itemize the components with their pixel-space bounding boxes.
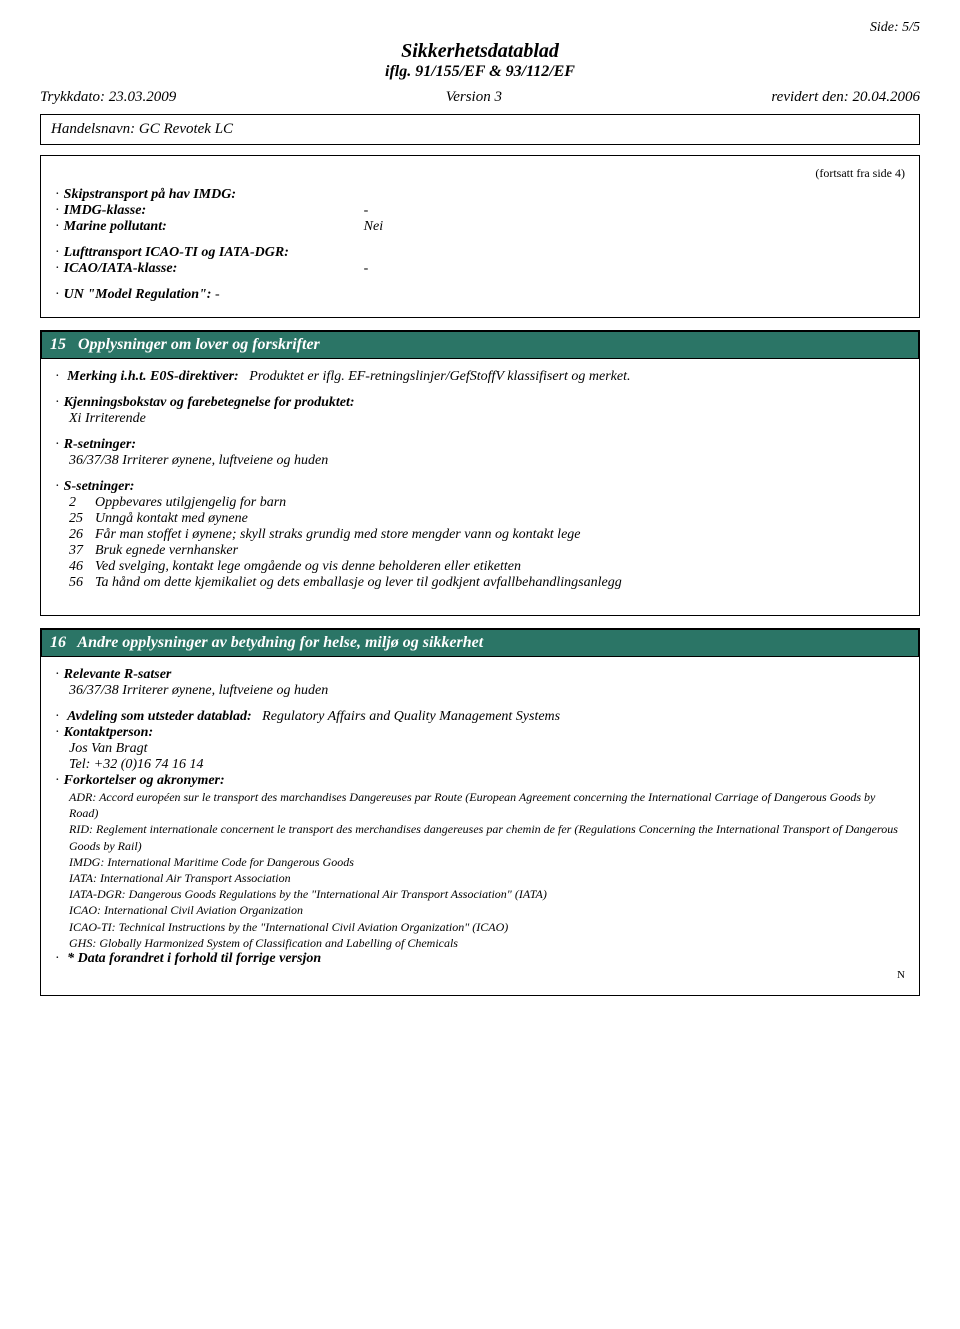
s-phrase-code: 25 (69, 511, 95, 527)
s-phrase-text: Ved svelging, kontakt lege omgående og v… (95, 559, 521, 575)
changed-item: · * Data forandret i forhold til forrige… (55, 951, 905, 967)
abbr-line: ADR: Accord européen sur le transport de… (69, 789, 905, 821)
r-value: 36/37/38 Irriterer øynene, luftveiene og… (55, 453, 905, 469)
abbr-line: ICAO-TI: Technical Instructions by the "… (69, 919, 905, 935)
doc-subtitle: iflg. 91/155/EF & 93/112/EF (40, 63, 920, 81)
revised-label: revidert den: (771, 89, 848, 105)
section-15-title: Opplysninger om lover og forskrifter (78, 336, 320, 353)
kjenning-item: ·Kjenningsbokstav og farebetegnelse for … (55, 395, 905, 427)
merking-value: Produktet er iflg. EF-retningslinjer/Gef… (249, 369, 630, 384)
r-label: R-setninger: (64, 437, 136, 452)
s-phrase-row: 2Oppbevares utilgjengelig for barn (69, 495, 905, 511)
doc-title: Sikkerhetsdatablad (40, 40, 920, 63)
ship-title: Skipstransport på hav IMDG: (64, 187, 236, 203)
page-indicator: Side: 5/5 (40, 20, 920, 36)
air-title: Lufttransport ICAO-TI og IATA-DGR: (64, 245, 289, 261)
s-phrase-code: 37 (69, 543, 95, 559)
section-16-box: 16 Andre opplysninger av betydning for h… (40, 628, 920, 996)
s-phrase-code: 56 (69, 575, 95, 591)
s-phrase-row: 26Får man stoffet i øynene; skyll straks… (69, 527, 905, 543)
trade-name-label: Handelsnavn: (51, 121, 135, 137)
kjenning-value: Xi Irriterende (55, 411, 905, 427)
abbr-line: IMDG: International Maritime Code for Da… (69, 854, 905, 870)
version-label: Version (446, 89, 491, 105)
abbr-line: GHS: Globally Harmonized System of Class… (69, 935, 905, 951)
transport-box: (fortsatt fra side 4) ·Skipstransport på… (40, 155, 920, 318)
contact-name: Jos Van Bragt (55, 741, 905, 757)
s-phrase-text: Ta hånd om dette kjemikaliet og dets emb… (95, 575, 622, 591)
relevant-r-value: 36/37/38 Irriterer øynene, luftveiene og… (55, 683, 905, 699)
header-meta-row: Trykkdato: 23.03.2009 Version 3 revidert… (40, 89, 920, 106)
merking-item: · Merking i.h.t. E0S-direktiver: Produkt… (55, 369, 905, 385)
abbr-line: IATA-DGR: Dangerous Goods Regulations by… (69, 886, 905, 902)
section-15-header: 15 Opplysninger om lover og forskrifter (41, 331, 919, 359)
contact-tel: Tel: +32 (0)16 74 16 14 (55, 757, 905, 773)
relevant-r-item: ·Relevante R-satser 36/37/38 Irriterer ø… (55, 667, 905, 699)
s-phrase-row: 37Bruk egnede vernhansker (69, 543, 905, 559)
s-phrase-text: Unngå kontakt med øynene (95, 511, 248, 527)
dept-item: · Avdeling som utsteder datablad: Regula… (55, 709, 905, 725)
section-16-header: 16 Andre opplysninger av betydning for h… (41, 629, 919, 657)
dept-value: Regulatory Affairs and Quality Managemen… (262, 709, 560, 724)
abbr-list: ADR: Accord européen sur le transport de… (55, 789, 905, 951)
imdg-class-value: - (364, 203, 369, 219)
un-model-reg-value: - (215, 287, 220, 303)
print-date-label: Trykkdato: (40, 89, 105, 105)
un-model-reg: · UN "Model Regulation": - (55, 287, 905, 303)
s-phrase-code: 46 (69, 559, 95, 575)
kjenning-label: Kjenningsbokstav og farebetegnelse for p… (64, 395, 355, 410)
abbr-item: ·Forkortelser og akronymer: ADR: Accord … (55, 773, 905, 951)
version-value: 3 (494, 89, 502, 105)
print-date: Trykkdato: 23.03.2009 (40, 89, 176, 106)
imdg-class-label: IMDG-klasse: (64, 203, 364, 219)
contact-item: ·Kontaktperson: Jos Van Bragt Tel: +32 (… (55, 725, 905, 773)
end-marker: N (55, 969, 905, 981)
dept-label: Avdeling som utsteder datablad: (67, 709, 251, 724)
s-phrase-text: Oppbevares utilgjengelig for barn (95, 495, 286, 511)
s-phrase-row: 46Ved svelging, kontakt lege omgående og… (69, 559, 905, 575)
continued-from: (fortsatt fra side 4) (55, 166, 905, 181)
print-date-value: 23.03.2009 (109, 89, 177, 105)
abbr-line: IATA: International Air Transport Associ… (69, 870, 905, 886)
merking-label: Merking i.h.t. E0S-direktiver: (67, 369, 239, 384)
trade-name-value: GC Revotek LC (139, 121, 233, 137)
section-15-box: 15 Opplysninger om lover og forskrifter … (40, 330, 920, 616)
s-phrase-text: Bruk egnede vernhansker (95, 543, 238, 559)
marine-pollutant-value: Nei (364, 219, 383, 235)
section-15-number: 15 (50, 336, 66, 353)
s-setninger-item: ·S-setninger: 2Oppbevares utilgjengelig … (55, 479, 905, 591)
revised-value: 20.04.2006 (853, 89, 921, 105)
section-16-title: Andre opplysninger av betydning for hels… (77, 634, 483, 651)
s-phrase-code: 26 (69, 527, 95, 543)
icao-class-value: - (364, 261, 369, 277)
abbr-label: Forkortelser og akronymer: (64, 773, 225, 788)
s-phrase-row: 25Unngå kontakt med øynene (69, 511, 905, 527)
marine-pollutant-label: Marine pollutant: (64, 219, 364, 235)
s-phrases-list: 2Oppbevares utilgjengelig for barn25Unng… (55, 495, 905, 591)
s-phrase-text: Får man stoffet i øynene; skyll straks g… (95, 527, 581, 543)
abbr-line: ICAO: International Civil Aviation Organ… (69, 902, 905, 918)
relevant-r-label: Relevante R-satser (64, 667, 172, 682)
revised: revidert den: 20.04.2006 (771, 89, 920, 106)
r-setninger-item: ·R-setninger: 36/37/38 Irriterer øynene,… (55, 437, 905, 469)
s-label: S-setninger: (64, 479, 135, 494)
icao-class-label: ICAO/IATA-klasse: (64, 261, 364, 277)
abbr-line: RID: Reglement internationale concernent… (69, 821, 905, 853)
un-model-reg-label: UN "Model Regulation": (64, 287, 212, 303)
contact-label: Kontaktperson: (64, 725, 153, 740)
version: Version 3 (446, 89, 502, 106)
changed-label: * Data forandret i forhold til forrige v… (67, 951, 321, 966)
ship-group: ·Skipstransport på hav IMDG: · IMDG-klas… (55, 187, 905, 235)
s-phrase-code: 2 (69, 495, 95, 511)
trade-name-box: Handelsnavn: GC Revotek LC (40, 114, 920, 145)
air-group: ·Lufttransport ICAO-TI og IATA-DGR: · IC… (55, 245, 905, 277)
s-phrase-row: 56Ta hånd om dette kjemikaliet og dets e… (69, 575, 905, 591)
section-16-number: 16 (50, 634, 66, 651)
